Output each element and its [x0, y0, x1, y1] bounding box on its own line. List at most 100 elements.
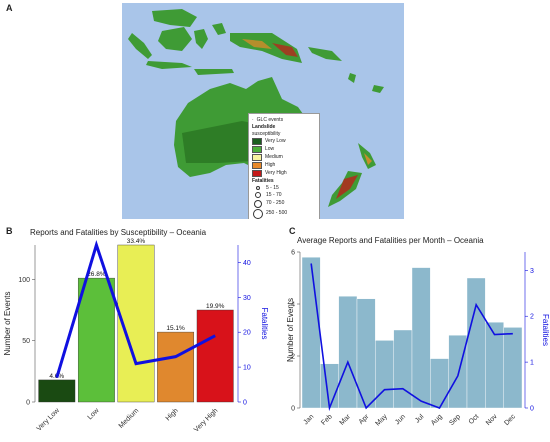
bar	[338, 296, 358, 409]
event-dot-icon: ·	[252, 117, 254, 123]
legend-fatality-row: 70 - 250	[252, 199, 316, 208]
legend-fatality-label: 15 - 70	[266, 192, 282, 199]
y-tick-label: 6	[291, 250, 295, 257]
x-tick-label: Mar	[339, 413, 353, 427]
y2-tick-label: 2	[530, 314, 534, 321]
x-tick-label: Jan	[302, 413, 315, 426]
bar	[38, 379, 76, 403]
panel-label-b: B	[6, 226, 13, 236]
map-hotspot-nz-alps	[336, 175, 358, 199]
y-tick-label: 2	[291, 354, 295, 361]
x-tick-label: Sep	[448, 413, 462, 427]
bar	[375, 340, 394, 409]
y2-axis-title: Fatalities	[260, 307, 269, 339]
y2-tick-label: 0	[243, 400, 247, 407]
chart-c-monthly: 0 2 4 6 0 1 2 3 Jan Feb Mar Apr May Jun Jul Aug Sep Oct No…	[286, 250, 550, 428]
bar	[448, 334, 468, 409]
bar	[411, 267, 431, 409]
panel-label-a: A	[6, 3, 13, 13]
map-island-maluku	[212, 23, 226, 35]
legend-fatality-circle-icon	[252, 208, 263, 219]
legend-class-label: Low	[265, 146, 275, 153]
x-tick-label: Apr	[358, 413, 371, 426]
map-island-fiji	[372, 85, 384, 93]
legend-fatality-circle-icon	[254, 192, 261, 199]
legend-fatality-circle-icon	[253, 199, 262, 208]
bar-data-label: 19.9%	[206, 303, 225, 310]
legend-fatality-row: 15 - 70	[252, 192, 316, 199]
legend-class-row: Very Low	[252, 137, 316, 145]
fatalities-line	[55, 240, 216, 379]
x-tick-label: May	[374, 413, 389, 428]
y2-tick-label: 40	[243, 260, 251, 267]
map-island-vanuatu	[348, 73, 356, 83]
legend-fatality-label: 250 - 500	[266, 210, 288, 217]
map-legend: · GLC events Landslide susceptibility Ve…	[248, 113, 320, 219]
legend-class-swatch	[252, 161, 262, 169]
fatalities-line	[310, 263, 513, 412]
bar	[393, 329, 413, 409]
y-tick-label: 0	[26, 400, 30, 407]
legend-fatality-row: 5 - 15	[252, 185, 316, 191]
x-tick-label: Oct	[468, 413, 481, 426]
y-axis-title: Number of Events	[286, 298, 295, 362]
bar	[301, 257, 321, 409]
x-tick-label: Jul	[414, 413, 426, 425]
y-tick-label: 4	[291, 302, 295, 309]
map-island-borneo-north	[152, 9, 197, 27]
bar	[503, 327, 523, 409]
x-tick-label: High	[165, 407, 180, 422]
legend-fatality-label: 5 - 15	[266, 185, 279, 191]
bar	[196, 309, 234, 403]
legend-fatality-circle-icon	[255, 186, 260, 191]
legend-class-swatch	[252, 145, 262, 153]
legend-class-swatch	[252, 169, 262, 177]
y2-tick-label: 10	[243, 365, 251, 372]
y2-tick-label: 1	[530, 360, 534, 367]
panel-label-c: C	[289, 226, 296, 236]
x-tick-label: Very High	[193, 407, 219, 433]
chart-b-title: Reports and Fatalities by Susceptibility…	[30, 228, 207, 237]
bar	[320, 363, 339, 409]
map-hotspot-papua	[242, 39, 272, 49]
legend-class-swatch	[252, 153, 262, 161]
chart-c-title: Average Reports and Fatalities per Month…	[297, 236, 484, 245]
oceania-susceptibility-map: · GLC events Landslide susceptibility Ve…	[122, 3, 404, 219]
legend-glc-events: · GLC events	[252, 117, 316, 123]
map-hotspot-nz-north	[364, 153, 372, 165]
y2-tick-label: 20	[243, 330, 251, 337]
x-tick-label: Low	[87, 407, 102, 422]
map-island-java	[146, 61, 192, 69]
legend-susceptibility-title: Landslide	[252, 124, 276, 131]
x-tick-label: Nov	[485, 413, 499, 427]
legend-class-label: Very Low	[265, 138, 286, 145]
legend-susceptibility-classes: Very Low Low Medium High Very High	[252, 137, 316, 177]
legend-fatality-label: 70 - 250	[266, 200, 285, 207]
y-tick-label: 100	[18, 277, 30, 284]
bar	[77, 277, 115, 403]
map-island-sumatra	[128, 33, 152, 59]
map-hotspot-png	[272, 43, 298, 57]
legend-class-label: Very High	[265, 170, 287, 177]
x-tick-label: Feb	[320, 413, 334, 427]
y-tick-label: 50	[22, 338, 30, 345]
legend-class-row: Very High	[252, 169, 316, 177]
map-island-sulawesi	[194, 29, 208, 49]
y2-tick-label: 30	[243, 295, 251, 302]
y2-tick-label: 3	[530, 268, 534, 275]
legend-fatality-row: 250 - 500	[252, 208, 316, 219]
legend-class-row: Medium	[252, 153, 316, 161]
x-tick-label: Jun	[394, 413, 407, 426]
legend-class-swatch	[252, 137, 262, 145]
y2-axis-title: Fatalities	[541, 314, 550, 346]
legend-class-label: Medium	[265, 154, 283, 161]
x-tick-label: Medium	[118, 407, 141, 430]
y2-tick-label: 0	[530, 406, 534, 413]
x-tick-label: Dec	[503, 413, 517, 427]
bar-data-label: 26.8%	[87, 271, 106, 278]
legend-glc-events-label: GLC events	[256, 117, 284, 123]
x-tick-label: Very Low	[36, 407, 62, 433]
bar	[157, 331, 195, 403]
